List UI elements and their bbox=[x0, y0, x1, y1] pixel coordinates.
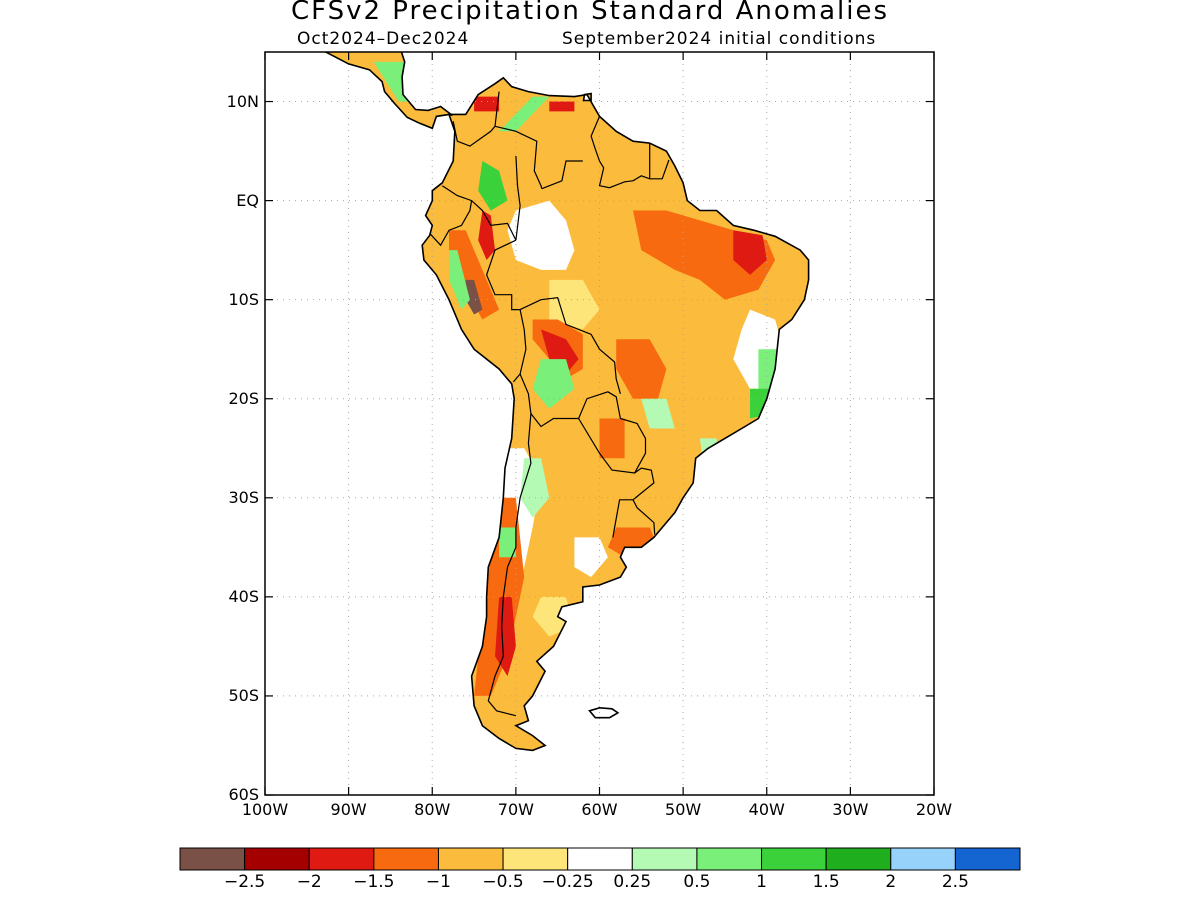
lon-tick-label: 100W bbox=[241, 800, 289, 819]
colorbar-label: 1.5 bbox=[812, 872, 840, 892]
colorbar-label: 1 bbox=[756, 872, 767, 892]
colorbar-swatch bbox=[502, 847, 569, 871]
lon-tick-label: 80W bbox=[414, 800, 451, 819]
lon-tick-label: 30W bbox=[832, 800, 869, 819]
lat-tick-label: 60S bbox=[228, 785, 259, 804]
lon-tick-label: 70W bbox=[497, 800, 534, 819]
colorbar-swatch bbox=[567, 847, 633, 871]
lat-tick-label: 10N bbox=[226, 91, 259, 111]
colorbar-label: −1.5 bbox=[353, 872, 395, 892]
colorbar-label: −0.5 bbox=[482, 872, 524, 892]
colorbar-label: −2.5 bbox=[223, 872, 266, 892]
chart-title: CFSv2 Precipitation Standard Anomalies bbox=[290, 0, 890, 26]
colorbar-swatch bbox=[631, 847, 698, 871]
colorbar-label: 0.5 bbox=[683, 872, 711, 892]
lat-tick-label: 50S bbox=[228, 685, 259, 705]
colorbar-swatch bbox=[890, 847, 956, 871]
initial-conditions: September2024 initial conditions bbox=[562, 29, 877, 49]
colorbar-swatch bbox=[244, 847, 310, 871]
lon-tick-label: 20W bbox=[915, 800, 953, 819]
colorbar-swatch bbox=[437, 847, 504, 871]
colorbar-label: −1 bbox=[425, 872, 451, 892]
lat-tick-label: 30S bbox=[228, 487, 259, 507]
lon-tick-label: 60W bbox=[581, 800, 618, 819]
colorbar-label: 2.5 bbox=[941, 872, 969, 892]
lon-tick-label: 50W bbox=[665, 800, 702, 819]
colorbar-label: 0.25 bbox=[613, 872, 652, 892]
colorbar-swatch bbox=[696, 847, 763, 871]
lat-tick-label: EQ bbox=[236, 190, 259, 210]
colorbar-swatch bbox=[761, 847, 827, 871]
colorbar bbox=[179, 847, 1021, 871]
coastlines bbox=[324, 52, 810, 752]
colorbar-swatch bbox=[179, 847, 246, 871]
colorbar-swatch bbox=[825, 847, 892, 871]
colorbar-label: 2 bbox=[885, 872, 897, 892]
axis-ticks bbox=[264, 52, 935, 796]
forecast-period: Oct2024–Dec2024 bbox=[297, 29, 470, 49]
lat-tick-label: 40S bbox=[228, 586, 259, 606]
lon-tick-label: 90W bbox=[330, 800, 367, 819]
lat-tick-label: 10S bbox=[228, 289, 259, 309]
anomaly-shading bbox=[306, 52, 809, 751]
colorbar-label: −0.25 bbox=[541, 872, 594, 892]
colorbar-swatch bbox=[308, 847, 375, 871]
colorbar-label: −2 bbox=[296, 872, 322, 892]
lat-tick-label: 20S bbox=[228, 388, 259, 408]
colorbar-swatch bbox=[373, 847, 439, 871]
colorbar-swatch bbox=[954, 847, 1021, 871]
lon-tick-label: 40W bbox=[748, 800, 785, 819]
